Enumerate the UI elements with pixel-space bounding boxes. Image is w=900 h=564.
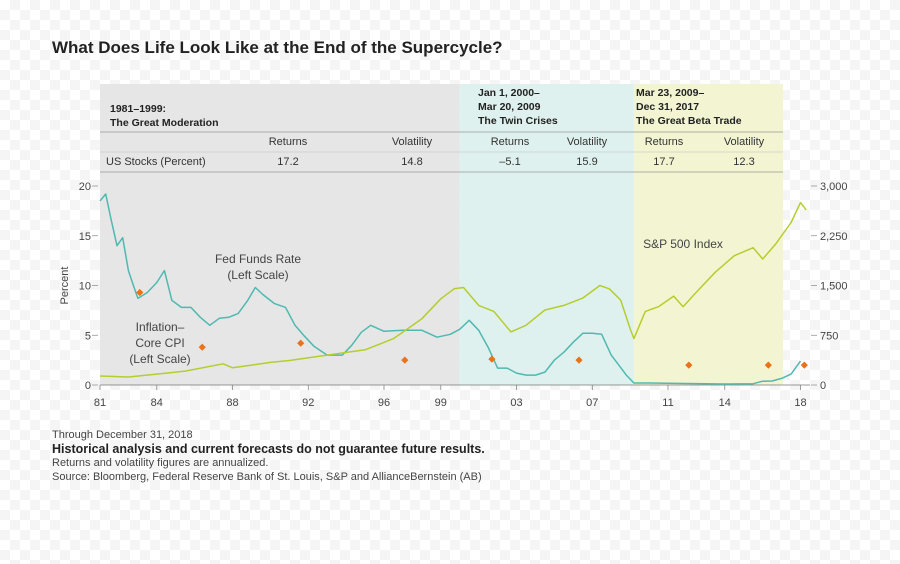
x-tick-label-6: 03 <box>510 397 522 409</box>
returns-value-1: 17.2 <box>277 156 298 168</box>
period-band-3 <box>633 84 783 385</box>
cpi-marker-7 <box>764 361 772 369</box>
returns-value-2: –5.1 <box>499 156 520 168</box>
annualized-note: Returns and volatility figures are annua… <box>52 457 269 469</box>
x-tick-label-9: 14 <box>719 397 731 409</box>
volatility-value-2: 15.9 <box>576 156 597 168</box>
volatility-header-3: Volatility <box>724 136 765 148</box>
footnotes: Through December 31, 2018 Historical ana… <box>52 428 485 484</box>
cpi-annotation-line-3: (Left Scale) <box>129 352 190 366</box>
period-label-2-line-1: Jan 1, 2000– <box>478 87 540 99</box>
returns-header-3: Returns <box>645 136 684 148</box>
cpi-marker-8 <box>800 361 808 369</box>
x-tick-label-1: 84 <box>151 397 163 409</box>
period-label-3-line-3: The Great Beta Trade <box>636 115 742 127</box>
fed-funds-rate-line <box>99 193 802 385</box>
period-label-3-line-1: Mar 23, 2009– <box>636 87 704 99</box>
cpi-marker-3 <box>401 356 409 364</box>
cpi-marker-2 <box>297 339 305 347</box>
x-tick-label-0: 81 <box>94 397 106 409</box>
returns-header-1: Returns <box>269 136 308 148</box>
cpi-annotation-line-2: Core CPI <box>135 336 184 350</box>
source-note: Source: Bloomberg, Federal Reserve Bank … <box>52 471 482 483</box>
returns-header-2: Returns <box>491 136 530 148</box>
period-label-1-line-1: 1981–1999: <box>110 103 166 115</box>
page-title: What Does Life Look Like at the End of t… <box>52 38 503 57</box>
period-label-2-line-3: The Twin Crises <box>478 115 558 127</box>
period-label-2-line-2: Mar 20, 2009 <box>478 101 541 113</box>
cpi-marker-1 <box>198 343 206 351</box>
sp500-index-line <box>99 201 807 378</box>
x-tick-label-5: 99 <box>435 397 447 409</box>
x-tick-label-8: 11 <box>662 397 673 409</box>
right-tick-label-3: 2,250 <box>820 231 848 243</box>
fed-funds-annotation-line-2: (Left Scale) <box>227 268 288 282</box>
x-tick-label-2: 88 <box>226 397 238 409</box>
fed-funds-annotation-line-1: Fed Funds Rate <box>215 252 301 266</box>
supercycle-chart: 1981–1999: The Great Moderation Returns Vol… <box>59 84 848 409</box>
disclaimer-note: Historical analysis and current forecast… <box>52 442 485 456</box>
cpi-marker-0 <box>136 288 144 297</box>
y-axis-label: Percent <box>59 267 71 305</box>
volatility-header-2: Volatility <box>567 136 608 148</box>
period-label-1-line-2: The Great Moderation <box>110 117 219 129</box>
right-tick-label-2: 1,500 <box>820 281 848 293</box>
cpi-marker-5 <box>575 356 583 364</box>
through-date-note: Through December 31, 2018 <box>52 429 193 441</box>
x-tick-label-7: 07 <box>586 397 598 409</box>
left-tick-label-3: 15 <box>79 231 91 243</box>
period-label-3-line-2: Dec 31, 2017 <box>636 101 699 113</box>
x-tick-label-3: 92 <box>302 397 314 409</box>
x-tick-label-4: 96 <box>378 397 390 409</box>
volatility-header-1: Volatility <box>392 136 433 148</box>
right-tick-label-1: 750 <box>820 330 838 342</box>
sp500-annotation-line-1: S&P 500 Index <box>643 237 723 251</box>
right-tick-label-0: 0 <box>820 380 826 392</box>
row-label-us-stocks: US Stocks (Percent) <box>106 156 206 168</box>
left-tick-label-1: 5 <box>85 330 91 342</box>
returns-value-3: 17.7 <box>653 156 674 168</box>
cpi-marker-6 <box>685 361 693 369</box>
volatility-value-1: 14.8 <box>401 156 422 168</box>
left-tick-label-0: 0 <box>85 380 91 392</box>
right-tick-label-4: 3,000 <box>820 181 848 193</box>
cpi-annotation-line-1: Inflation– <box>136 320 185 334</box>
cpi-marker-4 <box>488 355 496 363</box>
x-tick-label-10: 18 <box>794 397 806 409</box>
left-tick-label-2: 10 <box>79 281 91 293</box>
period-band-2 <box>459 84 634 385</box>
left-tick-label-4: 20 <box>79 181 91 193</box>
volatility-value-3: 12.3 <box>733 156 754 168</box>
